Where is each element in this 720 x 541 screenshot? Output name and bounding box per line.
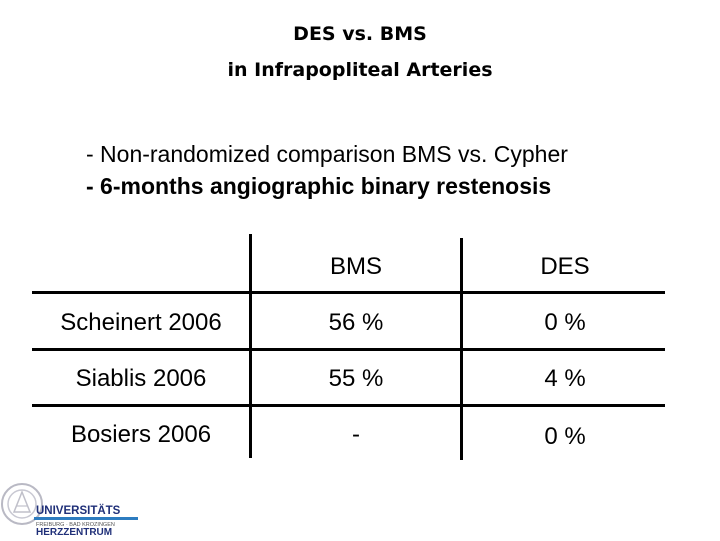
table-divider-horizontal-1 <box>32 291 665 294</box>
bullet-item-2: - 6-months angiographic binary restenosi… <box>86 173 552 199</box>
logo-text-line3: HERZZENTRUM <box>36 527 112 536</box>
university-logo: UNIVERSITÄTS FREIBURG · BAD KROZINGEN HE… <box>0 474 160 538</box>
seal-icon: UNIVERSITÄTS FREIBURG · BAD KROZINGEN HE… <box>1 483 138 538</box>
row-des-value: 0 % <box>544 423 586 450</box>
table-divider-horizontal-3 <box>32 404 665 407</box>
row-label: Scheinert 2006 <box>60 309 222 336</box>
row-des-value: 0 % <box>544 309 586 336</box>
row-des-value: 4 % <box>544 365 586 392</box>
row-bms-value: 56 % <box>328 309 384 336</box>
table-divider-horizontal-2 <box>32 348 665 351</box>
header-bms: BMS <box>329 253 382 280</box>
slide-title-line2: in Infrapopliteal Arteries <box>227 59 493 81</box>
logo-text-line1: UNIVERSITÄTS <box>36 504 121 517</box>
row-label: Bosiers 2006 <box>70 421 212 448</box>
table-divider-vertical-1 <box>249 234 252 458</box>
logo-text-line2: FREIBURG · BAD KROZINGEN <box>36 522 115 528</box>
row-bms-value: - <box>352 421 360 448</box>
slide-title-line1: DES vs. BMS <box>293 23 427 45</box>
bullet-list: - Non-randomized comparison BMS vs. Cyph… <box>86 138 568 202</box>
bullet-item-1: - Non-randomized comparison BMS vs. Cyph… <box>86 141 568 167</box>
row-bms-value: 55 % <box>328 365 384 392</box>
row-label: Siablis 2006 <box>75 365 207 392</box>
header-des: DES <box>540 253 590 280</box>
